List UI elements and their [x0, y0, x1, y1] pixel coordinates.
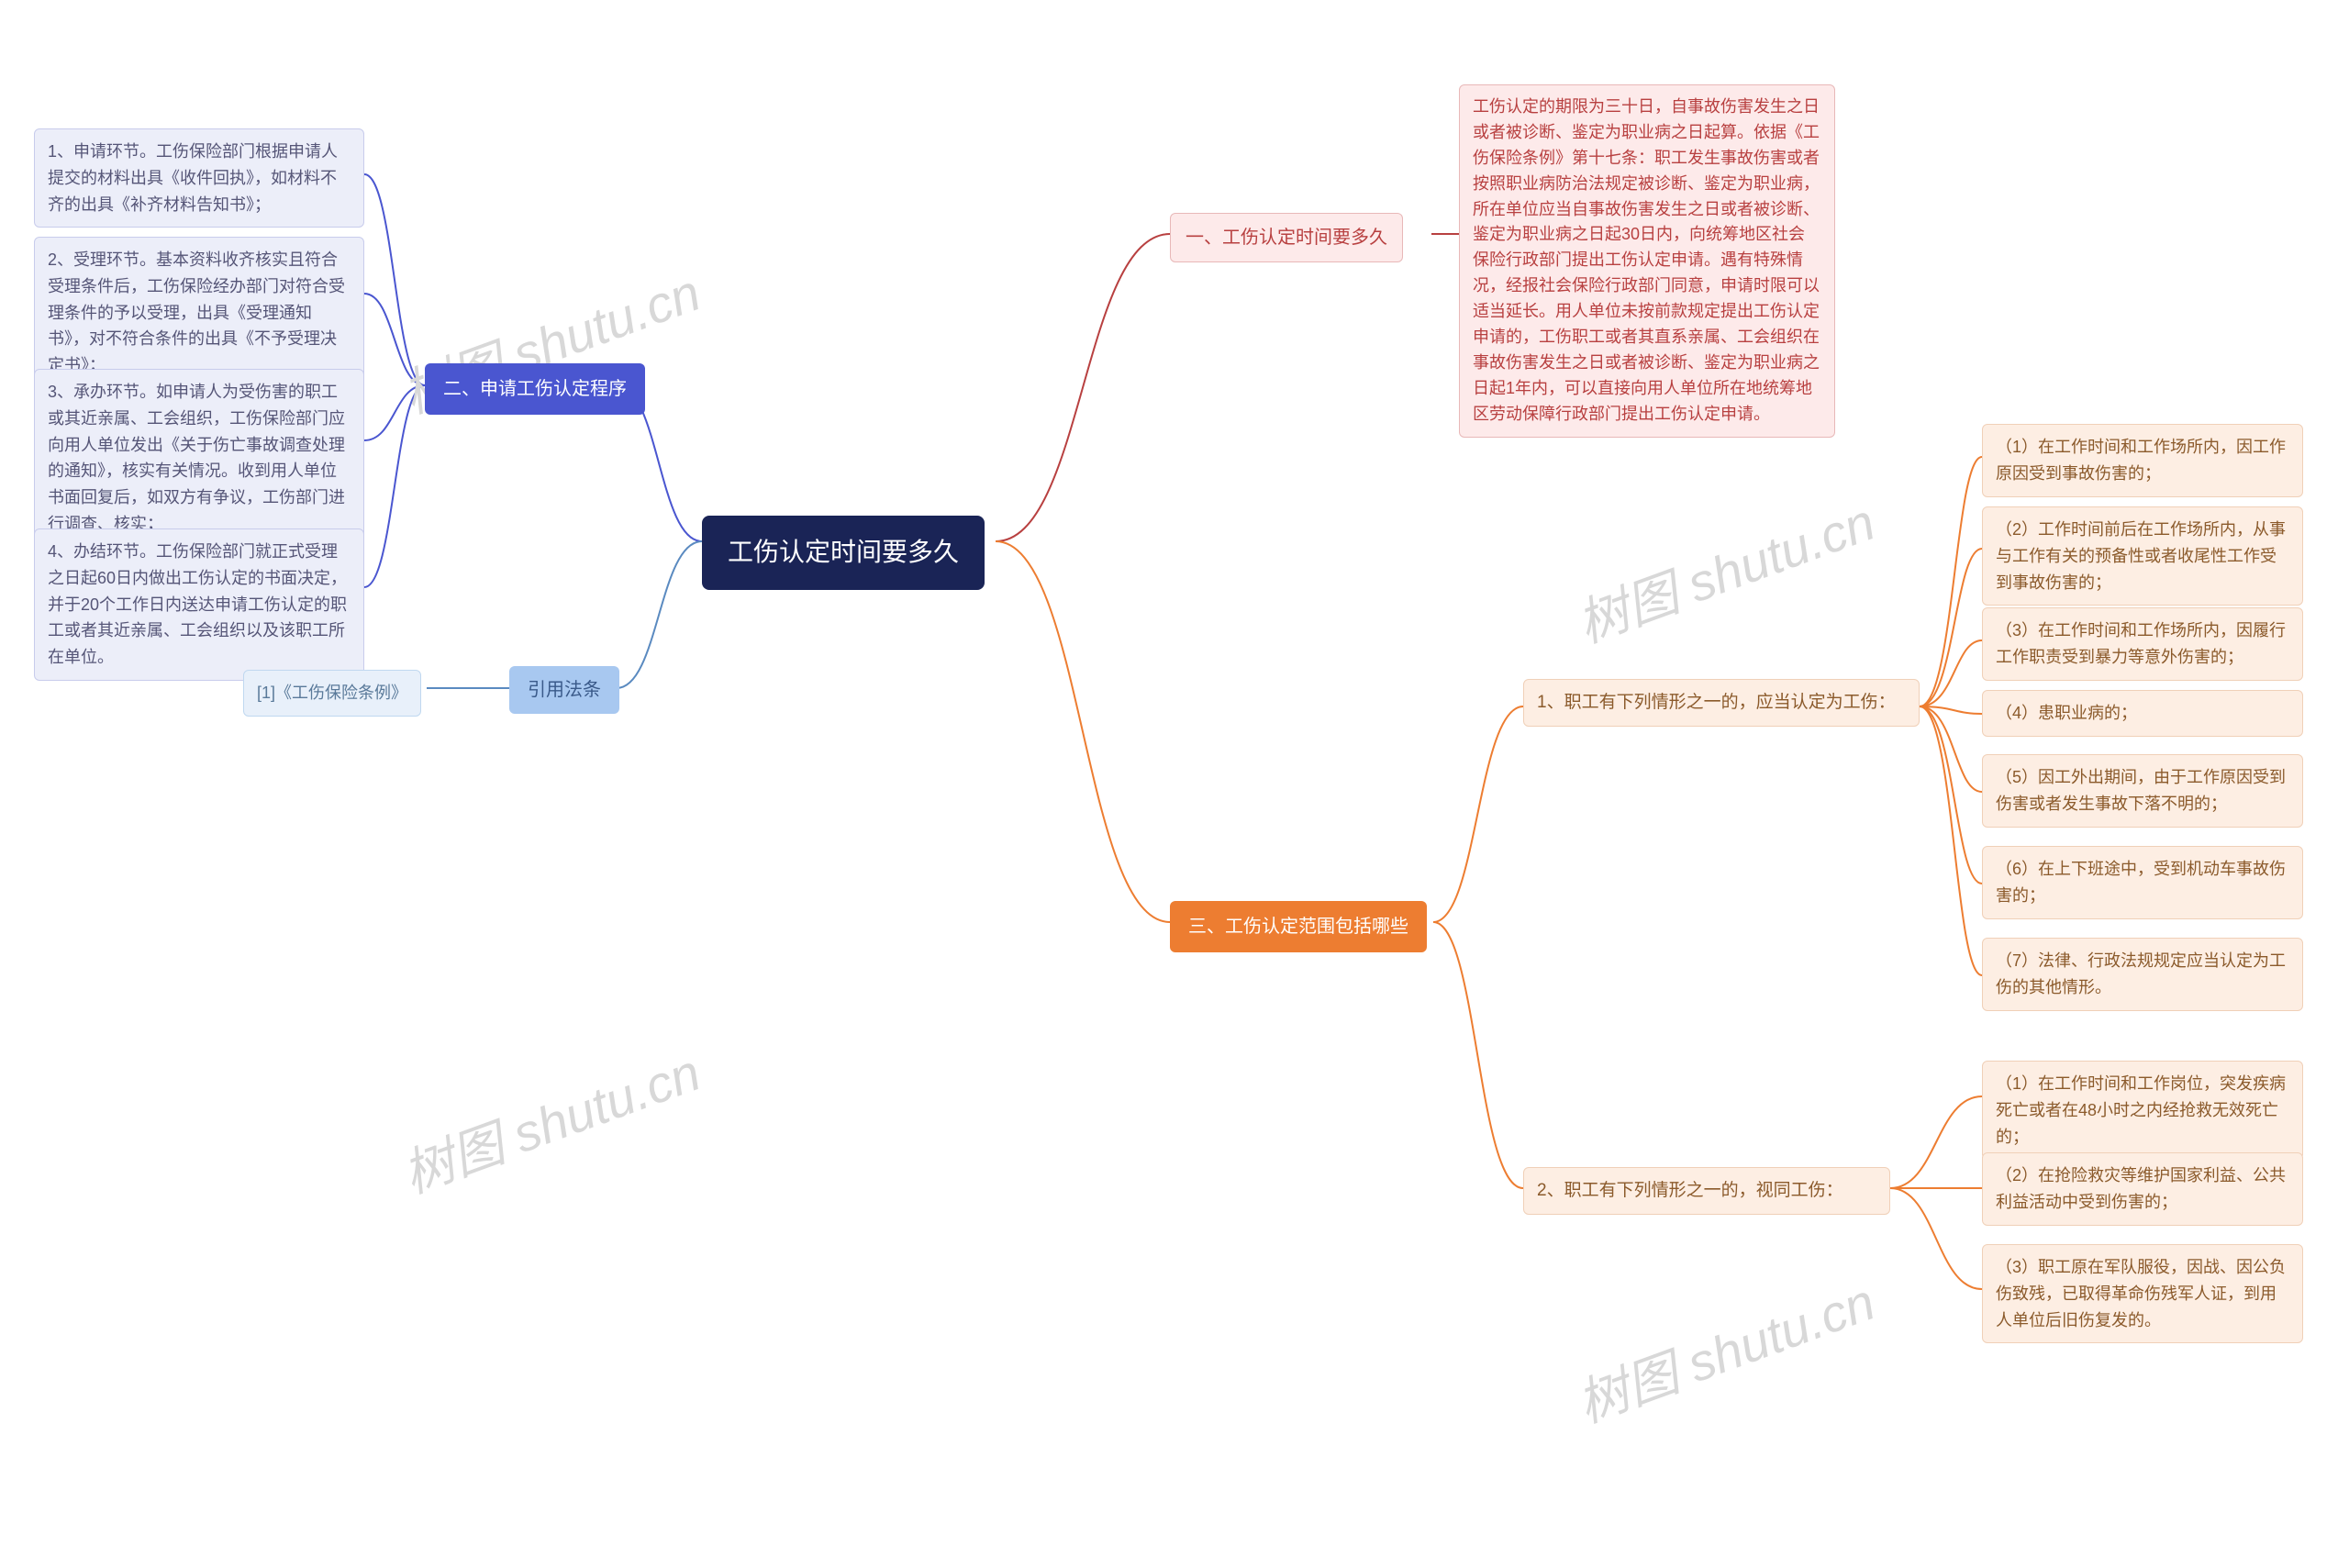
branch2-leaf-2: 2、受理环节。基本资料收齐核实且符合受理条件后，工伤保险经办部门对符合受理条件的…	[34, 237, 364, 389]
branch3-sub1-leaf-7: （7）法律、行政法规规定应当认定为工伤的其他情形。	[1982, 938, 2303, 1011]
branch3-sub1-leaf-4: （4）患职业病的；	[1982, 690, 2303, 737]
branch2-leaf-4: 4、办结环节。工伤保险部门就正式受理之日起60日内做出工伤认定的书面决定，并于2…	[34, 528, 364, 681]
branch1-head[interactable]: 一、工伤认定时间要多久	[1170, 213, 1403, 262]
branch2-head[interactable]: 二、申请工伤认定程序	[425, 363, 645, 415]
branch4-head[interactable]: 引用法条	[509, 666, 619, 714]
branch3-sub1[interactable]: 1、职工有下列情形之一的，应当认定为工伤：	[1523, 679, 1920, 727]
branch3-sub2-leaf-2: （2）在抢险救灾等维护国家利益、公共利益活动中受到伤害的；	[1982, 1152, 2303, 1226]
branch3-sub1-leaf-3: （3）在工作时间和工作场所内，因履行工作职责受到暴力等意外伤害的；	[1982, 607, 2303, 681]
watermark: 树图 shutu.cn	[1565, 481, 1884, 657]
branch3-sub1-leaf-2: （2）工作时间前后在工作场所内，从事与工作有关的预备性或者收尾性工作受到事故伤害…	[1982, 506, 2303, 606]
branch3-head[interactable]: 三、工伤认定范围包括哪些	[1170, 901, 1427, 952]
watermark: 树图 shutu.cn	[1565, 1261, 1884, 1437]
branch4-leaf: [1]《工伤保险条例》	[243, 670, 421, 717]
branch3-sub1-leaf-5: （5）因工外出期间，由于工作原因受到伤害或者发生事故下落不明的；	[1982, 754, 2303, 828]
branch2-leaf-3: 3、承办环节。如申请人为受伤害的职工或其近亲属、工会组织，工伤保险部门应向用人单…	[34, 369, 364, 548]
branch3-sub1-leaf-1: （1）在工作时间和工作场所内，因工作原因受到事故伤害的；	[1982, 424, 2303, 497]
branch2-leaf-1: 1、申请环节。工伤保险部门根据申请人提交的材料出具《收件回执》，如材料不齐的出具…	[34, 128, 364, 228]
branch3-sub1-leaf-6: （6）在上下班途中，受到机动车事故伤害的；	[1982, 846, 2303, 919]
watermark: 树图 shutu.cn	[391, 1031, 709, 1207]
branch3-sub2[interactable]: 2、职工有下列情形之一的，视同工伤：	[1523, 1167, 1890, 1215]
branch3-sub2-leaf-1: （1）在工作时间和工作岗位，突发疾病死亡或者在48小时之内经抢救无效死亡的；	[1982, 1061, 2303, 1160]
center-node[interactable]: 工伤认定时间要多久	[702, 516, 985, 590]
branch1-detail: 工伤认定的期限为三十日，自事故伤害发生之日或者被诊断、鉴定为职业病之日起算。依据…	[1459, 84, 1835, 438]
branch3-sub2-leaf-3: （3）职工原在军队服役，因战、因公负伤致残，已取得革命伤残军人证，到用人单位后旧…	[1982, 1244, 2303, 1343]
